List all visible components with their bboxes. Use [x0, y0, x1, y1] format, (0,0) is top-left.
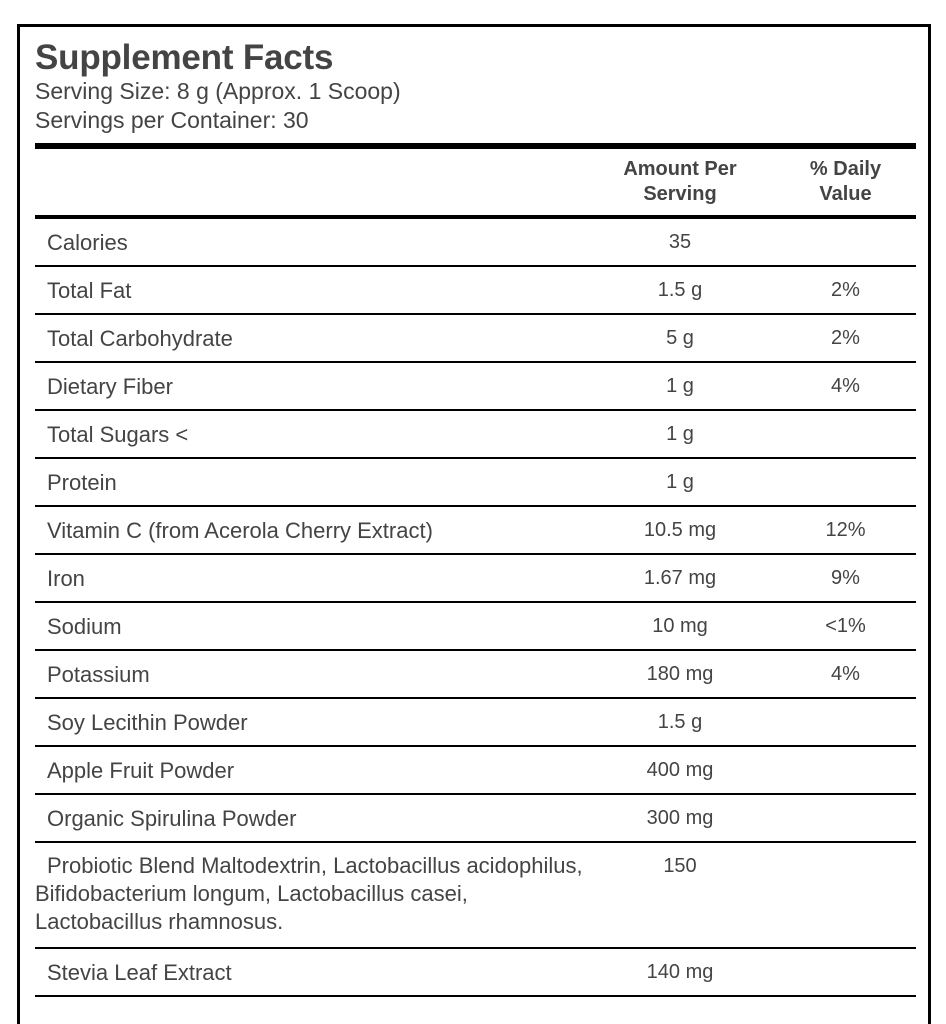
- nutrient-name: Calories: [47, 230, 128, 255]
- nutrient-name: Apple Fruit Powder: [47, 758, 235, 783]
- nutrient-amount: 140 mg: [646, 961, 714, 983]
- header-daily-value: % Daily Value: [775, 157, 916, 207]
- nutrient-amount: 1 g: [666, 375, 694, 397]
- nutrient-name: Total Fat: [47, 278, 132, 303]
- nutrient-amount: 180 mg: [646, 663, 714, 685]
- nutrient-amount: 5 g: [666, 327, 694, 349]
- table-row: Apple Fruit Powder 400 mg: [35, 747, 916, 795]
- nutrient-name: Sodium: [47, 614, 122, 639]
- table-row: Iron 1.67 mg 9%: [35, 555, 916, 603]
- nutrient-daily-value: 12%: [825, 519, 866, 541]
- table-row: Calories 35: [35, 219, 916, 267]
- nutrient-daily-value: [775, 459, 916, 505]
- nutrient-name: Protein: [47, 470, 117, 495]
- header-amount-line2: Serving: [643, 183, 717, 205]
- nutrient-amount: 1.5 g: [657, 711, 703, 733]
- nutrient-daily-value: 9%: [831, 567, 860, 589]
- nutrient-daily-value: 2%: [831, 279, 860, 301]
- nutrient-name: Vitamin C (from Acerola Cherry Extract): [47, 518, 433, 543]
- nutrient-name: Total Carbohydrate: [47, 326, 233, 351]
- serving-size: Serving Size: 8 g (Approx. 1 Scoop): [35, 78, 401, 104]
- table-row: Stevia Leaf Extract 140 mg: [35, 949, 916, 997]
- nutrient-amount: 1 g: [666, 423, 694, 445]
- table-row: Probiotic Blend Maltodextrin, Lactobacil…: [35, 843, 916, 949]
- nutrient-daily-value: [775, 843, 916, 947]
- nutrient-name: Dietary Fiber: [47, 374, 173, 399]
- header-amount-line1: Amount Per: [623, 158, 737, 180]
- nutrient-amount: 300 mg: [646, 807, 714, 829]
- nutrient-daily-value: [775, 747, 916, 793]
- table-row: Sodium 10 mg <1%: [35, 603, 916, 651]
- nutrient-name: Potassium: [47, 662, 150, 687]
- nutrient-rows: Calories 35 Total Fat 1.5 g 2% Total Car…: [35, 219, 916, 997]
- nutrient-daily-value: 4%: [831, 375, 860, 397]
- nutrient-amount: 1.5 g: [657, 279, 703, 301]
- nutrient-daily-value: 4%: [831, 663, 860, 685]
- table-row: Vitamin C (from Acerola Cherry Extract) …: [35, 507, 916, 555]
- table-row: Total Fat 1.5 g 2%: [35, 267, 916, 315]
- nutrient-name: Organic Spirulina Powder: [47, 806, 297, 831]
- header-amount-per-serving: Amount Per Serving: [585, 157, 775, 207]
- table-row: Potassium 180 mg 4%: [35, 651, 916, 699]
- nutrient-name: Total Sugars <: [47, 422, 189, 447]
- nutrient-daily-value: [775, 699, 916, 745]
- nutrient-amount: 10.5 mg: [643, 519, 717, 541]
- nutrient-name: Soy Lecithin Powder: [47, 710, 248, 735]
- nutrient-amount: 35: [668, 231, 692, 253]
- nutrient-daily-value: 2%: [831, 327, 860, 349]
- supplement-facts-panel: Supplement Facts Serving Size: 8 g (Appr…: [17, 24, 931, 1024]
- nutrient-amount: 1 g: [666, 471, 694, 493]
- nutrient-amount: 10 mg: [652, 615, 708, 637]
- table-row: Total Sugars < 1 g: [35, 411, 916, 459]
- header-dv-line2: Value: [819, 183, 872, 205]
- nutrient-amount: 400 mg: [646, 759, 714, 781]
- header-dv-line1: % Daily: [809, 158, 882, 180]
- table-row: Dietary Fiber 1 g 4%: [35, 363, 916, 411]
- nutrient-daily-value: [775, 795, 916, 841]
- panel-content: Supplement Facts Serving Size: 8 g (Appr…: [35, 27, 916, 997]
- nutrient-daily-value: [775, 949, 916, 995]
- table-row: Protein 1 g: [35, 459, 916, 507]
- nutrient-amount: 1.67 mg: [643, 567, 717, 589]
- table-row: Total Carbohydrate 5 g 2%: [35, 315, 916, 363]
- nutrient-daily-value: [775, 219, 916, 265]
- nutrient-name: Iron: [47, 566, 85, 591]
- nutrient-amount: 150: [663, 855, 697, 877]
- nutrient-daily-value: [775, 411, 916, 457]
- panel-title: Supplement Facts: [35, 38, 334, 77]
- nutrient-daily-value: <1%: [825, 615, 866, 637]
- table-header: Amount Per Serving % Daily Value: [35, 149, 916, 215]
- nutrient-name: Probiotic Blend Maltodextrin, Lactobacil…: [35, 853, 583, 934]
- servings-per-container: Servings per Container: 30: [35, 107, 309, 133]
- header-divider: [35, 215, 916, 219]
- nutrient-name: Stevia Leaf Extract: [47, 960, 232, 985]
- thick-divider: [35, 143, 916, 149]
- table-row: Organic Spirulina Powder 300 mg: [35, 795, 916, 843]
- table-row: Soy Lecithin Powder 1.5 g: [35, 699, 916, 747]
